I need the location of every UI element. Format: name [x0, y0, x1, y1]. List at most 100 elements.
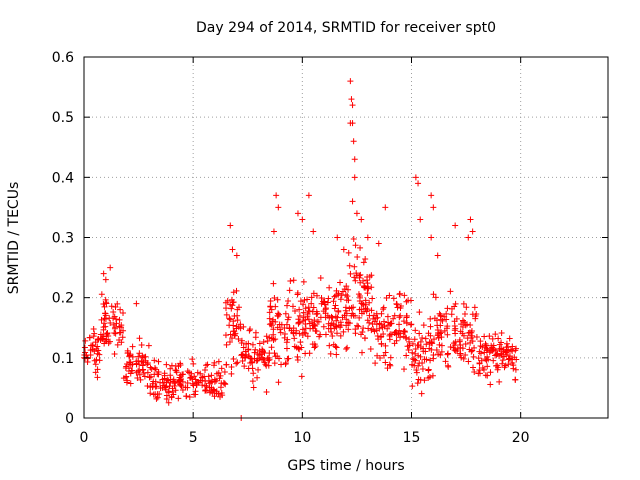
data-point [203, 387, 210, 394]
y-tick-label: 0.3 [52, 231, 74, 247]
data-point [227, 301, 234, 308]
data-point [283, 345, 290, 352]
data-point [120, 327, 127, 334]
data-point [473, 334, 480, 341]
data-point [380, 318, 387, 325]
data-point [94, 366, 101, 373]
data-point [417, 338, 424, 345]
data-point [354, 253, 361, 260]
data-point [241, 363, 248, 370]
data-point [459, 345, 466, 352]
data-point [120, 375, 127, 382]
data-point [256, 340, 263, 347]
data-point [411, 336, 418, 343]
data-point [366, 299, 373, 306]
data-point [386, 292, 393, 299]
axis-ticks [83, 56, 608, 419]
data-point [273, 192, 280, 199]
data-point [471, 304, 478, 311]
data-point [284, 355, 291, 362]
data-point [467, 216, 474, 223]
data-point [153, 395, 160, 402]
data-point [506, 335, 513, 342]
data-point [468, 334, 475, 341]
data-point [310, 228, 317, 235]
data-point [119, 334, 126, 341]
data-point [470, 353, 477, 360]
data-point [467, 322, 474, 329]
data-point [402, 334, 409, 341]
data-point [166, 383, 173, 390]
data-point [372, 360, 379, 367]
x-axis-label: GPS time / hours [287, 458, 404, 474]
data-point [428, 339, 435, 346]
data-point [101, 320, 108, 327]
data-point [202, 386, 209, 393]
data-point [235, 336, 242, 343]
data-point [448, 311, 455, 318]
data-point [275, 311, 282, 318]
data-point [403, 352, 410, 359]
data-point [443, 325, 450, 332]
data-point [296, 312, 303, 319]
data-point [298, 373, 305, 380]
data-point [233, 252, 240, 259]
data-point [401, 329, 408, 336]
data-point [222, 332, 229, 339]
data-point [337, 324, 344, 331]
data-point [163, 379, 170, 386]
data-point [247, 355, 254, 362]
data-point [331, 293, 338, 300]
data-point [314, 310, 321, 317]
data-point [117, 306, 124, 313]
data-point [122, 364, 129, 371]
data-point [359, 301, 366, 308]
data-point [415, 352, 422, 359]
data-point [378, 310, 385, 317]
data-point [268, 306, 275, 313]
data-point [295, 345, 302, 352]
data-point [286, 325, 293, 332]
data-point [113, 320, 120, 327]
data-point [322, 310, 329, 317]
y-tick-label: 0.1 [52, 351, 74, 367]
data-point [335, 291, 342, 298]
data-point [396, 290, 403, 297]
data-point [241, 354, 248, 361]
data-point [237, 321, 244, 328]
data-point [377, 354, 384, 361]
data-point [222, 381, 229, 388]
data-point [431, 315, 438, 322]
data-point [354, 322, 361, 329]
data-point [360, 259, 367, 266]
data-point [419, 359, 426, 366]
data-point [350, 138, 357, 145]
data-point [433, 347, 440, 354]
data-point [406, 336, 413, 343]
data-point [337, 279, 344, 286]
data-point [204, 361, 211, 368]
data-point [358, 300, 365, 307]
x-tick-label: 15 [403, 430, 421, 446]
data-point [112, 330, 119, 337]
data-point [120, 310, 127, 317]
data-point [252, 334, 259, 341]
data-point [452, 300, 459, 307]
data-point [386, 361, 393, 368]
data-point [223, 311, 230, 318]
data-point [283, 321, 290, 328]
data-point [366, 273, 373, 280]
data-point [340, 246, 347, 253]
data-point [329, 332, 336, 339]
data-point [111, 313, 118, 320]
data-point [415, 362, 422, 369]
data-point [168, 393, 175, 400]
data-point [134, 375, 141, 382]
data-point [403, 313, 410, 320]
data-point [396, 327, 403, 334]
data-point [427, 357, 434, 364]
data-point [260, 356, 267, 363]
data-point [413, 369, 420, 376]
data-point [186, 393, 193, 400]
data-point [255, 366, 262, 373]
